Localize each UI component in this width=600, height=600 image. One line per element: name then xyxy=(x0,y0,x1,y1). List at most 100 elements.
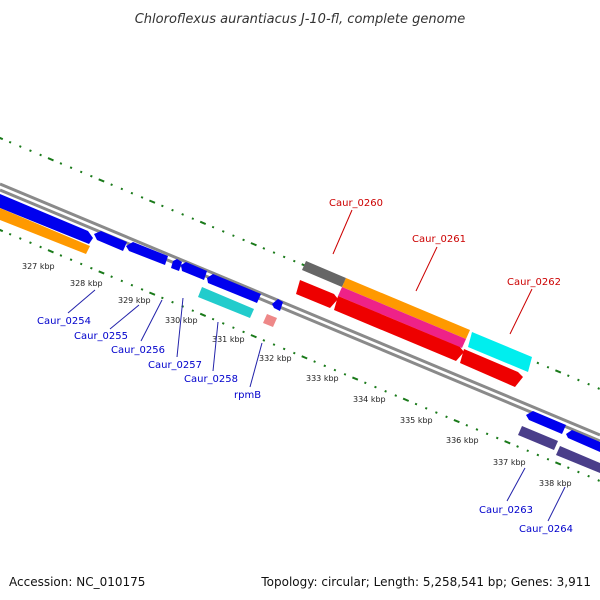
scale-label: 335 kbp xyxy=(400,416,433,425)
tick-mark xyxy=(140,196,144,199)
tick-mark xyxy=(555,461,562,466)
gene-arrow-caur-0258a[interactable] xyxy=(207,274,261,303)
tick-mark xyxy=(282,347,286,351)
tick-mark xyxy=(250,334,257,339)
gene-label-caur-0260[interactable]: Caur_0260 xyxy=(329,198,383,209)
tick-mark xyxy=(110,183,113,187)
tick-mark xyxy=(98,178,105,183)
forward-leader-lines xyxy=(332,209,533,335)
tick-mark xyxy=(211,225,215,229)
tick-mark xyxy=(130,283,134,287)
tick-mark xyxy=(0,228,4,233)
gene-arrow-caur-0257[interactable] xyxy=(181,262,207,280)
forward-gene-labels: Caur_0260 Caur_0261 Caur_0262 xyxy=(329,198,561,288)
tick-mark xyxy=(536,453,540,457)
gene-arrow-rpmb[interactable] xyxy=(272,299,283,311)
scale-label: 334 kbp xyxy=(353,395,386,404)
tick-mark xyxy=(272,343,276,346)
tick-mark xyxy=(29,149,32,153)
tick-mark xyxy=(526,449,529,453)
tick-mark xyxy=(272,251,276,254)
gene-arrow-caur-0263b[interactable] xyxy=(518,426,558,450)
tick-mark xyxy=(232,326,235,329)
scale-label: 332 kbp xyxy=(259,354,292,363)
gene-label-caur-0256[interactable]: Caur_0256 xyxy=(111,345,165,356)
gene-arrow-caur-0259[interactable] xyxy=(296,280,338,308)
tick-mark xyxy=(323,364,327,368)
tick-mark xyxy=(191,309,195,312)
tick-mark xyxy=(242,238,245,242)
tick-mark xyxy=(555,369,562,374)
tick-mark xyxy=(90,174,93,178)
tick-mark xyxy=(384,389,387,393)
tick-mark xyxy=(90,266,93,270)
gene-label-caur-0255[interactable]: Caur_0255 xyxy=(74,331,128,342)
tick-mark xyxy=(8,140,12,144)
gene-label-caur-0258[interactable]: Caur_0258 xyxy=(184,374,238,385)
gene-label-caur-0261[interactable]: Caur_0261 xyxy=(412,234,466,245)
tick-mark xyxy=(485,432,489,436)
gene-label-caur-0262[interactable]: Caur_0262 xyxy=(507,277,561,288)
tick-mark xyxy=(333,368,337,372)
tick-mark xyxy=(597,387,600,390)
gene-arrow-caur-0253[interactable] xyxy=(0,194,93,244)
tick-mark xyxy=(566,374,570,378)
gene-label-caur-0263[interactable]: Caur_0263 xyxy=(479,505,533,516)
tick-mark xyxy=(587,474,590,478)
gene-arrow-caur-0257a[interactable] xyxy=(171,259,182,271)
genome-backbone xyxy=(0,182,600,443)
tick-mark xyxy=(352,376,359,381)
tick-mark xyxy=(79,262,83,266)
tick-mark xyxy=(181,213,184,216)
gene-arrow-caur-0260[interactable] xyxy=(302,261,346,287)
gene-arrow-caur-0261[interactable] xyxy=(334,296,464,361)
tick-mark xyxy=(504,440,511,445)
tick-mark xyxy=(402,397,410,402)
tick-mark xyxy=(110,275,113,279)
gene-label-rpmb[interactable]: rpmB xyxy=(234,390,261,401)
gene-arrow-caur-0264[interactable] xyxy=(566,430,600,452)
gene-label-caur-0257[interactable]: Caur_0257 xyxy=(148,360,202,371)
tick-mark xyxy=(445,415,448,419)
reverse-gene-labels: Caur_0254 Caur_0255 Caur_0256 Caur_0257 … xyxy=(37,316,573,535)
tick-mark xyxy=(597,479,600,482)
tick-mark xyxy=(18,145,22,148)
gene-label-caur-0264[interactable]: Caur_0264 xyxy=(519,524,573,535)
tick-mark xyxy=(250,242,257,247)
tick-mark xyxy=(465,423,469,427)
tick-mark xyxy=(343,373,347,376)
gene-rna-rpmb[interactable] xyxy=(263,314,277,327)
tick-mark xyxy=(0,136,4,141)
forward-strand-genes xyxy=(296,261,532,387)
tick-mark xyxy=(59,162,63,165)
gene-arrow-caur-0255[interactable] xyxy=(94,231,127,251)
gene-arrow-caur-0254[interactable] xyxy=(0,208,90,254)
tick-mark xyxy=(516,445,519,448)
tick-mark xyxy=(453,418,460,424)
scale-label: 337 kbp xyxy=(493,458,526,467)
gene-leader-lines xyxy=(67,289,566,522)
gene-arrow-caur-0264b[interactable] xyxy=(556,446,600,473)
tick-mark xyxy=(18,237,22,240)
tick-mark xyxy=(149,291,156,296)
gene-arrow-caur-0262[interactable] xyxy=(468,332,532,372)
gene-arrow-caur-0261a[interactable] xyxy=(342,278,470,339)
tick-mark xyxy=(171,208,174,212)
gene-arrow-caur-0256[interactable] xyxy=(126,242,168,265)
tick-mark xyxy=(242,330,245,334)
gene-label-caur-0254[interactable]: Caur_0254 xyxy=(37,316,91,327)
tick-mark xyxy=(39,245,42,249)
tick-mark xyxy=(69,166,73,170)
gene-arrow-caur-0262b[interactable] xyxy=(460,349,523,387)
tick-mark xyxy=(47,157,54,162)
reverse-strand-genes xyxy=(0,194,600,473)
scale-label: 328 kbp xyxy=(70,279,103,288)
tick-mark xyxy=(262,247,266,250)
tick-mark xyxy=(435,411,438,414)
tick-mark xyxy=(577,378,580,382)
tick-mark xyxy=(221,230,225,233)
gene-arrow-caur-0263[interactable] xyxy=(526,411,566,434)
gene-arrow-caur-0258[interactable] xyxy=(198,287,254,318)
gene-arrow-caur-0261b[interactable] xyxy=(338,287,466,348)
tick-mark xyxy=(394,394,398,397)
